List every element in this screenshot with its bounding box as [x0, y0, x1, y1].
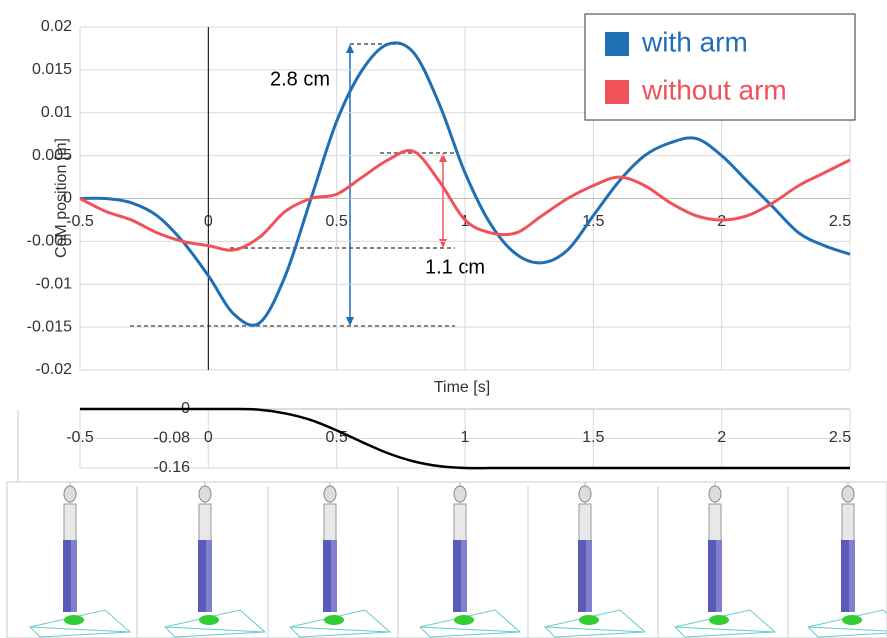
y-tick-label: 0 — [63, 190, 72, 207]
x-tick-label: 0.5 — [326, 429, 348, 446]
legend-box — [584, 13, 856, 121]
y-tick-label: -0.005 — [27, 233, 72, 250]
x-tick-label: 1.5 — [582, 429, 604, 446]
posture-strip — [6, 481, 887, 638]
y-axis-title: CoM position [m] — [53, 138, 70, 258]
y-tick-label: -0.16 — [154, 459, 191, 476]
legend-swatch — [605, 32, 629, 56]
y-tick-label: -0.01 — [36, 275, 73, 292]
y-tick-label: 0.01 — [41, 104, 72, 121]
annotation: 1.1 cm — [425, 256, 485, 278]
x-tick-label: 2.5 — [829, 213, 851, 230]
series-line — [80, 407, 850, 470]
y-tick-label: -0.02 — [36, 361, 73, 378]
x-tick-label: 1 — [461, 429, 470, 446]
y-tick-label: -0.015 — [27, 318, 72, 335]
x-tick-label: 2 — [717, 429, 726, 446]
x-tick-label: -0.5 — [66, 213, 94, 230]
x-tick-label: -0.5 — [66, 429, 94, 446]
series-line — [79, 41, 851, 327]
y-tick-label: -0.08 — [154, 430, 191, 447]
legend: with arm without arm — [584, 13, 856, 121]
x-tick-label: 2.5 — [829, 429, 851, 446]
annotation: 2.8 cm — [270, 68, 330, 90]
y-tick-label: 0.02 — [41, 18, 72, 35]
x-tick-label: 2 — [717, 213, 726, 230]
legend-swatch — [605, 80, 629, 104]
x-tick-label: 0.5 — [326, 213, 348, 230]
legend-label: without arm — [641, 74, 787, 105]
chart: 0-0.08-0.16-0.5 0 0.5 1 1.5 2 2.5 — [66, 400, 851, 476]
y-tick-label: 0.005 — [32, 147, 72, 164]
x-axis-title: Time [s] — [434, 379, 490, 396]
y-tick-label: 0.015 — [32, 61, 72, 78]
x-tick-label: 0 — [204, 429, 213, 446]
chart: -0.02 -0.015 -0.01 -0.005 0 0.005 0.01 0.015 0.0… — [27, 18, 852, 378]
legend-label: with arm — [641, 26, 748, 57]
series-line — [79, 149, 851, 252]
